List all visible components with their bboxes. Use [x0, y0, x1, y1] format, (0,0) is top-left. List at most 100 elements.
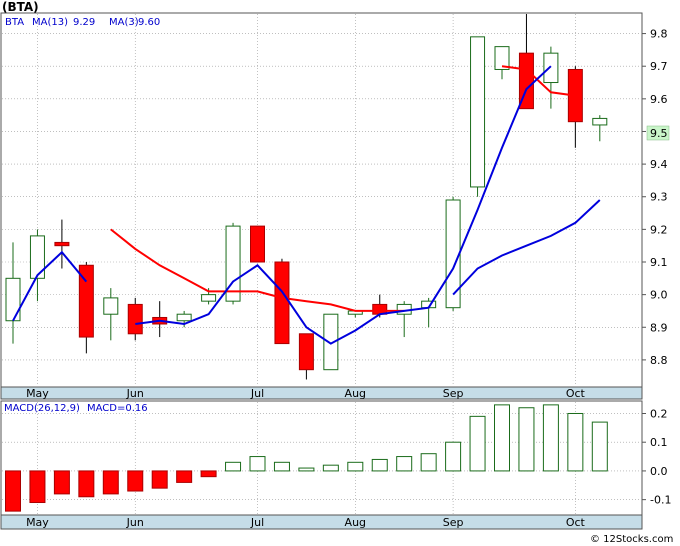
macd-month-label: May	[26, 516, 49, 529]
candlesticks	[5, 14, 608, 380]
macd-tick-label: 0.0	[650, 465, 668, 478]
macd-tick-label: 0.1	[650, 436, 668, 449]
macd-bar-positive	[249, 456, 266, 472]
macd-bar-positive	[518, 407, 535, 472]
candle-up	[470, 36, 486, 197]
candle-up	[323, 313, 339, 371]
candle-down	[274, 258, 290, 345]
candle-down	[78, 262, 94, 354]
legend-ma13-value: 9.29	[73, 17, 95, 28]
candle-body	[445, 199, 461, 309]
macd-bar-positive	[469, 415, 486, 472]
chart-title: (BTA)	[2, 0, 39, 14]
ma13-line	[110, 228, 405, 312]
candle-body	[201, 294, 217, 302]
grid-lines	[2, 14, 641, 514]
candle-body	[127, 303, 143, 335]
macd-panel	[0, 400, 643, 516]
macd-bar-negative	[151, 470, 168, 489]
macd-month-label: Jun	[126, 516, 144, 529]
last-price-badge	[646, 125, 670, 141]
legend-ma3-label: MA(3)	[109, 17, 139, 28]
credit-text: © 12Stocks.com	[590, 534, 673, 545]
candle-up	[29, 229, 45, 302]
month-label: Oct	[566, 387, 586, 400]
macd-bar-negative	[5, 470, 21, 512]
candle-down	[298, 333, 314, 380]
macd-bar-positive	[542, 404, 559, 472]
price-tick-label: 9.8	[650, 28, 668, 41]
legend-ma13-label: MA(13)	[32, 17, 68, 28]
candle-down	[250, 225, 265, 263]
candle-body	[298, 333, 314, 371]
price-tick-label: 9.2	[650, 223, 668, 236]
macd-bar-positive	[494, 404, 510, 472]
candle-body	[5, 277, 21, 322]
y-axis-ticks: 8.8 8.9 9.0 9.1 9.2 9.3 9.4 9.5 9.6 9.7 9.8 -0.1 0.0…	[642, 28, 671, 507]
moving-average-lines	[12, 65, 601, 345]
macd-month-label: Sep	[443, 516, 464, 529]
price-tick-label: 8.9	[650, 321, 668, 334]
candle-body	[518, 52, 534, 110]
month-label: Aug	[345, 387, 366, 400]
candle-body	[274, 261, 290, 345]
candle-up	[592, 115, 608, 142]
month-label: May	[26, 387, 49, 400]
macd-bar-positive	[322, 464, 339, 472]
macd-month-label: Aug	[345, 516, 366, 529]
candle-up	[103, 288, 119, 341]
macd-bar-negative	[176, 470, 193, 483]
macd-bar-positive	[225, 461, 242, 472]
macd-bar-positive	[396, 456, 413, 472]
candle-down	[127, 297, 143, 341]
macd-tick-label: 0.2	[650, 407, 668, 420]
macd-date-axis-band	[0, 514, 643, 530]
macd-bar-positive	[347, 461, 364, 472]
ma3-line	[135, 65, 552, 345]
ma13-line	[501, 65, 576, 97]
candle-body	[29, 235, 45, 279]
macd-month-label: Oct	[566, 516, 586, 529]
price-date-axis-band	[0, 386, 643, 400]
ma3-line-tail	[452, 199, 601, 296]
macd-bar-positive	[591, 421, 608, 472]
macd-bar-positive	[298, 467, 315, 472]
macd-bar-positive	[445, 441, 462, 472]
macd-legend-params: MACD(26,12,9)	[4, 403, 80, 414]
candle-body	[470, 36, 486, 188]
month-label: Jun	[126, 387, 144, 400]
price-tick-label: 9.7	[650, 60, 668, 73]
candle-down	[518, 14, 534, 110]
macd-bar-negative	[78, 470, 95, 498]
candle-up	[5, 242, 21, 344]
candle-body	[323, 313, 339, 371]
month-label: Sep	[443, 387, 464, 400]
candle-up	[543, 46, 559, 109]
price-tick-label: 9.3	[650, 191, 668, 204]
candle-body	[78, 264, 94, 338]
last-price-label: 9.5	[650, 127, 668, 140]
macd-bar-positive	[567, 412, 584, 472]
candle-body	[176, 313, 192, 322]
macd-bar-negative	[127, 470, 144, 492]
macd-bar-negative	[102, 470, 119, 495]
candle-up	[494, 46, 510, 80]
candle-body	[54, 241, 70, 247]
candle-up	[445, 196, 461, 311]
macd-histogram	[5, 404, 608, 512]
candle-body	[250, 225, 265, 263]
macd-bar-negative	[53, 470, 70, 495]
month-label: Jul	[250, 387, 264, 400]
price-tick-label: 8.8	[650, 354, 668, 367]
price-tick-label: 9.1	[650, 256, 668, 269]
macd-bar-positive	[273, 461, 290, 472]
month-labels: May May Jun Jun Jul Jul Aug Aug Sep Sep Oct Oct	[26, 387, 585, 529]
macd-bar-negative	[200, 470, 217, 478]
macd-legend-value: MACD=0.16	[87, 403, 148, 414]
macd-bar-negative	[29, 470, 46, 504]
candle-body	[543, 52, 559, 84]
candle-body	[225, 225, 241, 302]
macd-month-label: Jul	[250, 516, 264, 529]
macd-bar-positive	[420, 453, 437, 472]
macd-bar-positive	[371, 458, 388, 472]
